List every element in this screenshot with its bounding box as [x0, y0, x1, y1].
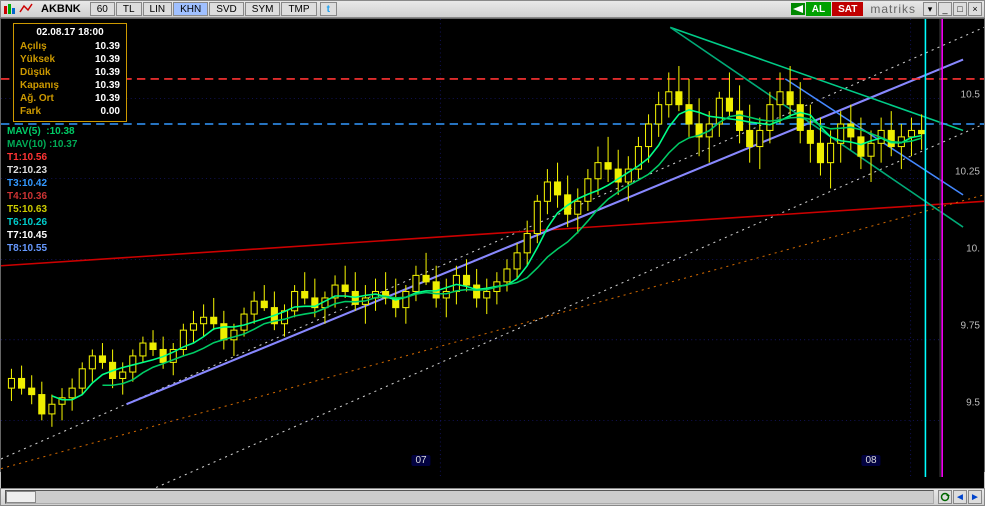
prev-button[interactable]: ◄	[953, 490, 967, 504]
toolbar-btn-60[interactable]: 60	[90, 2, 115, 16]
dropdown-button[interactable]: ▾	[923, 2, 937, 16]
ticker-symbol: AKBNK	[35, 3, 87, 15]
next-button[interactable]: ►	[968, 490, 982, 504]
toolbar-btn-lin[interactable]: LIN	[143, 2, 173, 16]
ohlc-datetime: 02.08.17 18:00	[20, 27, 120, 38]
x-label-month1: 07	[411, 455, 430, 466]
chart-icon	[19, 2, 33, 16]
bottombar: ◄ ►	[0, 488, 985, 506]
refresh-button[interactable]	[938, 490, 952, 504]
toolbar-btn-sym[interactable]: SYM	[245, 2, 281, 16]
x-label-month2: 08	[861, 455, 880, 466]
chart-canvas	[1, 19, 984, 494]
y-axis: 9.59.7510.10.2510.5	[942, 19, 984, 471]
flag-icon[interactable]	[791, 2, 805, 16]
sell-button[interactable]: SAT	[832, 2, 863, 16]
app-icon	[3, 2, 17, 16]
scrollbar[interactable]	[5, 490, 934, 504]
twitter-button[interactable]: t	[320, 2, 337, 16]
chart-area[interactable]: 9.59.7510.10.2510.5 07 08 02.08.17 18:00…	[0, 18, 985, 472]
indicator-panel: MAV(5) :10.38MAV(10) :10.37T1:10.56T2:10…	[7, 125, 77, 255]
toolbar-btn-tl[interactable]: TL	[116, 2, 142, 16]
toolbar-btn-khn[interactable]: KHN	[173, 2, 208, 16]
close-button[interactable]: ×	[968, 2, 982, 16]
toolbar-btn-svd[interactable]: SVD	[209, 2, 244, 16]
minimize-button[interactable]: _	[938, 2, 952, 16]
brand-label: matriks	[864, 2, 922, 16]
buy-button[interactable]: AL	[806, 2, 831, 16]
scrollbar-thumb[interactable]	[6, 491, 36, 503]
ohlc-panel: 02.08.17 18:00 Açılış10.39Yüksek10.39Düş…	[13, 23, 127, 122]
maximize-button[interactable]: □	[953, 2, 967, 16]
x-axis: 07 08	[1, 455, 942, 469]
titlebar: AKBNK 60TLLINKHNSVDSYMTMP t AL SAT matri…	[0, 0, 985, 18]
toolbar-btn-tmp[interactable]: TMP	[281, 2, 316, 16]
